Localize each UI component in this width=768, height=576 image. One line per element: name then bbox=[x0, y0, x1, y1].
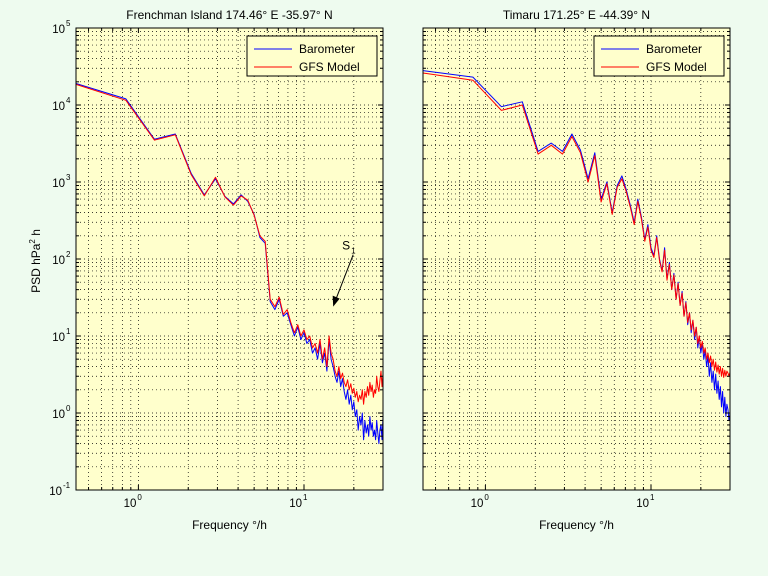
y-axis-label-superscript: 2 bbox=[28, 239, 37, 244]
legend-label: Barometer bbox=[646, 42, 702, 56]
y-axis-label-unit: h bbox=[29, 229, 43, 239]
y-axis-label-text: PSD hPa bbox=[29, 243, 43, 293]
y-tick-exponent: 3 bbox=[66, 173, 71, 182]
legend-box-1 bbox=[593, 35, 725, 77]
x-tick-label: 10 bbox=[471, 498, 484, 510]
x-tick-exponent: 0 bbox=[484, 493, 489, 502]
y-axis-label: PSD hPa2 h bbox=[28, 229, 43, 293]
legend-box-0 bbox=[246, 35, 378, 77]
annotation-arrow-line bbox=[333, 254, 354, 304]
y-tick-exponent: 1 bbox=[66, 327, 71, 336]
x-tick-label: 10 bbox=[124, 498, 137, 510]
y-tick-exponent: 5 bbox=[66, 19, 71, 28]
x-axis-label-0: Frequency °/h bbox=[192, 518, 267, 532]
y-tick-label: 10 bbox=[52, 24, 65, 36]
y-tick-label: 10 bbox=[52, 255, 65, 267]
y-tick-exponent: -1 bbox=[63, 481, 71, 490]
y-tick-exponent: 4 bbox=[66, 96, 71, 105]
chart-title-0: Frenchman Island 174.46° E -35.97° N bbox=[126, 8, 332, 22]
grid-1 bbox=[423, 28, 731, 490]
y-tick-label: 10 bbox=[52, 332, 65, 344]
x-tick-label: 10 bbox=[636, 498, 649, 510]
y-tick-label: 10 bbox=[52, 409, 65, 421]
x-tick-exponent: 0 bbox=[137, 493, 142, 502]
x-tick-label: 10 bbox=[289, 498, 302, 510]
x-axis-label-1: Frequency °/h bbox=[539, 518, 614, 532]
y-tick-exponent: 0 bbox=[66, 404, 71, 413]
y-axis-label-group: PSD hPa2 h bbox=[28, 229, 43, 293]
plot-area-1 bbox=[423, 28, 730, 490]
y-tick-label: 10 bbox=[49, 486, 62, 498]
y-tick-label: 10 bbox=[52, 101, 65, 113]
y-tick-label: 10 bbox=[52, 178, 65, 190]
chart-title-1: Timaru 171.25° E -44.39° N bbox=[503, 8, 650, 22]
legend-label: GFS Model bbox=[299, 60, 360, 74]
series-line-gfs-model bbox=[75, 83, 384, 405]
x-tick-exponent: 1 bbox=[650, 493, 655, 502]
x-tick-exponent: 1 bbox=[303, 493, 308, 502]
annotation-arrow-head bbox=[332, 295, 340, 307]
series-line-gfs-model bbox=[422, 72, 731, 378]
plot-area-0 bbox=[76, 28, 383, 490]
annotation-label: S bbox=[342, 239, 350, 253]
y-tick-exponent: 2 bbox=[66, 250, 71, 259]
legend-label: Barometer bbox=[299, 42, 355, 56]
legend-label: GFS Model bbox=[646, 60, 707, 74]
annotation-subscript: 1 bbox=[351, 247, 356, 256]
